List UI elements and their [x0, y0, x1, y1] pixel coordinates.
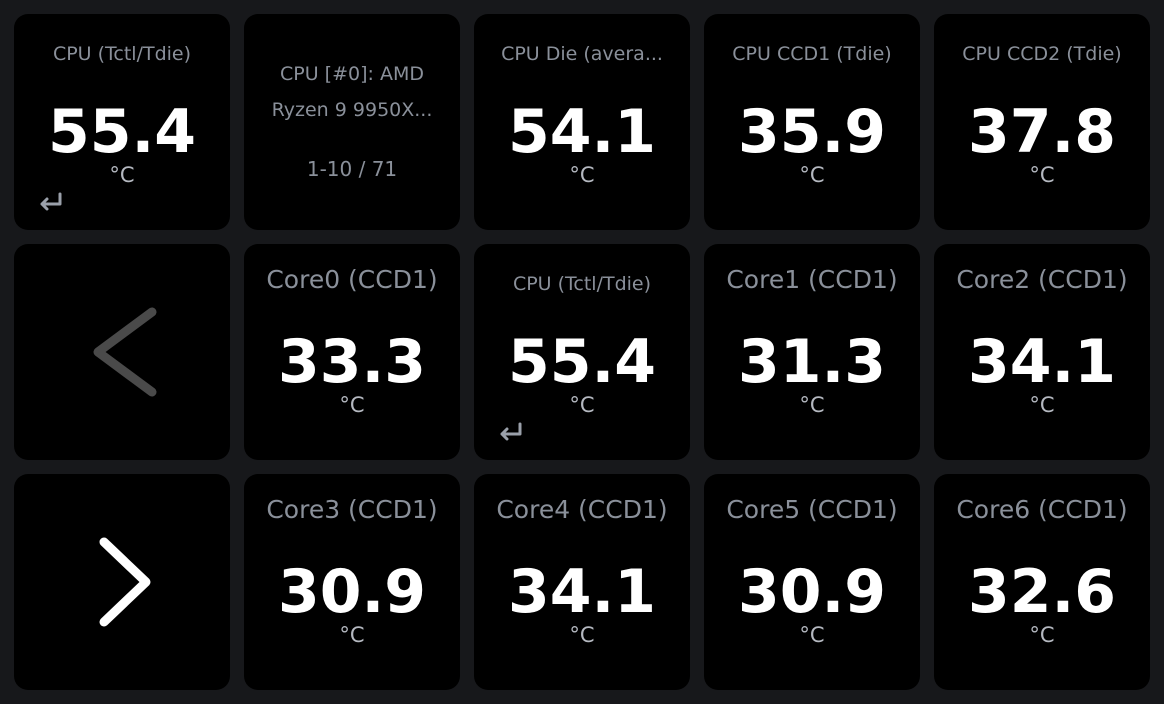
next-page-button[interactable] — [14, 474, 230, 690]
sensor-value: 30.9 — [277, 557, 427, 627]
sensor-unit: °C — [569, 163, 595, 187]
sensor-tile[interactable]: CPU (Tctl/Tdie) 55.4 °C — [14, 14, 230, 230]
return-icon-path — [40, 192, 62, 211]
sensor-value: 30.9 — [737, 557, 887, 627]
sensor-tile[interactable]: CPU (Tctl/Tdie) 55.4 °C — [474, 244, 690, 460]
sensor-tile[interactable]: Core4 (CCD1) 34.1 °C — [474, 474, 690, 690]
sensor-unit: °C — [569, 393, 595, 417]
sensor-unit: °C — [339, 623, 365, 647]
return-icon — [500, 422, 522, 441]
page-indicator: 1-10 / 71 — [306, 157, 398, 181]
sensor-value: 37.8 — [967, 97, 1117, 167]
return-icon — [40, 192, 62, 211]
sensor-tile[interactable]: Core2 (CCD1) 34.1 °C — [934, 244, 1150, 460]
sensor-tile[interactable]: Core5 (CCD1) 30.9 °C — [704, 474, 920, 690]
sensor-unit: °C — [799, 163, 825, 187]
sensor-unit: °C — [339, 393, 365, 417]
sensor-label: CPU CCD1 (Tdie) — [732, 43, 892, 65]
sensor-value: 35.9 — [737, 97, 887, 167]
left-arrow-path — [93, 307, 157, 397]
sensor-tile[interactable]: Core0 (CCD1) 33.3 °C — [244, 244, 460, 460]
sensor-value: 34.1 — [967, 327, 1117, 397]
sensor-label: Core4 (CCD1) — [496, 495, 668, 524]
sensor-unit: °C — [799, 623, 825, 647]
sensor-value: 34.1 — [507, 557, 657, 627]
right-arrow-path — [99, 537, 151, 627]
page-info-tile[interactable]: CPU [#0]: AMD Ryzen 9 9950X... 1-10 / 71 — [244, 14, 460, 230]
sensor-label: CPU Die (avera... — [501, 43, 663, 65]
sensor-value: 55.4 — [507, 327, 657, 397]
sensor-tile[interactable]: CPU CCD1 (Tdie) 35.9 °C — [704, 14, 920, 230]
right-arrow — [99, 537, 151, 627]
sensor-tile[interactable]: Core3 (CCD1) 30.9 °C — [244, 474, 460, 690]
sensor-tile[interactable]: Core6 (CCD1) 32.6 °C — [934, 474, 1150, 690]
return-icon-path — [500, 422, 522, 441]
sensor-value: 54.1 — [507, 97, 657, 167]
sensor-value: 33.3 — [277, 327, 427, 397]
sensor-label: Core0 (CCD1) — [266, 265, 438, 294]
device-name: CPU [#0]: AMD Ryzen 9 9950X... — [271, 63, 433, 121]
sensor-value: 55.4 — [47, 97, 197, 167]
sensor-value: 32.6 — [967, 557, 1117, 627]
sensor-tile[interactable]: CPU Die (avera... 54.1 °C — [474, 14, 690, 230]
sensor-value: 31.3 — [737, 327, 887, 397]
prev-page-button[interactable] — [14, 244, 230, 460]
sensor-label: Core2 (CCD1) — [956, 265, 1128, 294]
sensor-label: Core6 (CCD1) — [956, 495, 1128, 524]
sensor-label: Core5 (CCD1) — [726, 495, 898, 524]
left-arrow — [93, 307, 157, 397]
sensor-unit: °C — [1029, 393, 1055, 417]
sensor-label: Core1 (CCD1) — [726, 265, 898, 294]
sensor-unit: °C — [109, 163, 135, 187]
sensor-unit: °C — [799, 393, 825, 417]
sensor-label: CPU (Tctl/Tdie) — [52, 43, 192, 65]
sensor-tile[interactable]: Core1 (CCD1) 31.3 °C — [704, 244, 920, 460]
sensor-label: CPU CCD2 (Tdie) — [962, 43, 1122, 65]
sensor-unit: °C — [1029, 163, 1055, 187]
sensor-unit: °C — [569, 623, 595, 647]
sensor-unit: °C — [1029, 623, 1055, 647]
sensor-label: Core3 (CCD1) — [266, 495, 438, 524]
sensor-tile[interactable]: CPU CCD2 (Tdie) 37.8 °C — [934, 14, 1150, 230]
sensor-label: CPU (Tctl/Tdie) — [512, 273, 652, 295]
